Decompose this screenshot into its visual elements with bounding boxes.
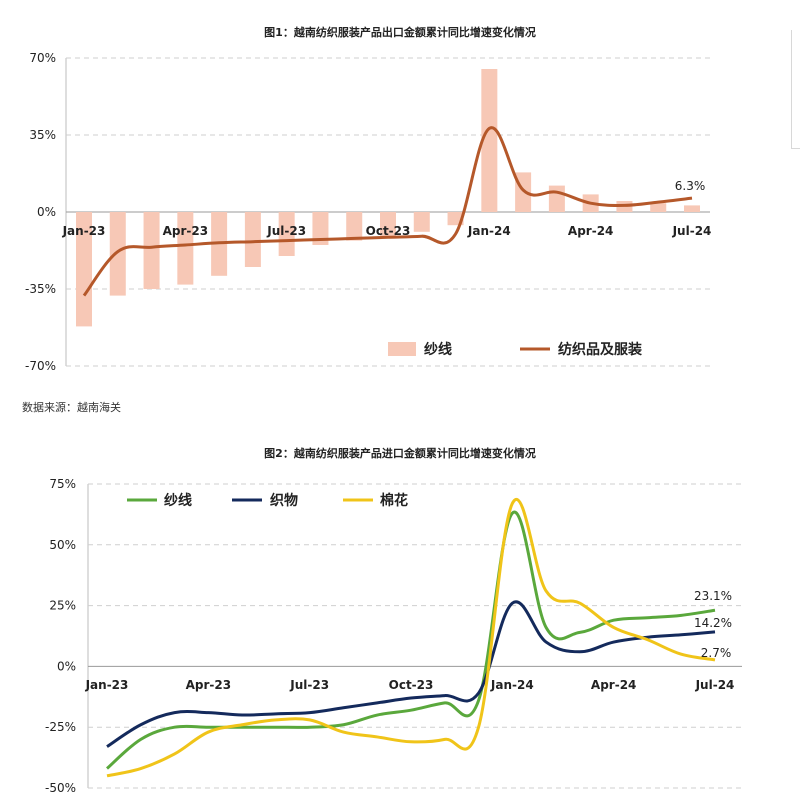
chart1-bar-yarn	[413, 212, 430, 232]
chart2-x-tick: Apr-23	[186, 678, 231, 692]
chart1-legend: 纱线 纺织品及服装	[388, 341, 643, 358]
chart2-y-tick: 25%	[49, 599, 76, 613]
chart1-bar-yarn	[481, 69, 498, 212]
chart1-y-tick: 0%	[37, 205, 56, 219]
chart1-bar-yarn	[177, 212, 194, 285]
source-note: 数据来源：越南海关	[22, 401, 121, 414]
chart1-x-tick: Jul-24	[672, 224, 712, 238]
chart1-bar-yarn	[244, 212, 261, 267]
chart2-x-tick: Apr-24	[591, 678, 636, 692]
chart2-y-tick: 50%	[49, 538, 76, 552]
chart2-annotation-yarn: 23.1%	[694, 589, 732, 603]
chart1-x-tick: Oct-23	[366, 224, 411, 238]
chart1-y-tick: -35%	[25, 282, 56, 296]
chart1-x-tick: Apr-24	[568, 224, 613, 238]
chart2-line-cotton	[106, 498, 716, 778]
chart2-x-tick: Jan-24	[490, 678, 534, 692]
chart1-bar-yarn	[109, 212, 126, 296]
chart1-annotation: 6.3%	[675, 179, 706, 193]
chart1-bar-yarn	[312, 212, 329, 245]
chart2-y-tick: -25%	[45, 720, 76, 734]
edge-frame	[791, 30, 800, 149]
chart2-legend: 纱线 织物 棉花	[127, 492, 408, 509]
chart2-y-tick: 75%	[49, 477, 76, 491]
chart1-y-tick: -70%	[25, 359, 56, 373]
chart2-annotation-fabric: 14.2%	[694, 616, 732, 630]
chart1-bar-yarn	[278, 212, 295, 256]
chart1-x-tick: Jan-24	[467, 224, 511, 238]
chart1-line-textile	[82, 126, 693, 297]
legend-cotton-label: 棉花	[380, 492, 408, 509]
chart1-x-tick: Jul-23	[266, 224, 306, 238]
chart1-bar-yarn	[684, 205, 700, 212]
legend-yarn-label: 纱线	[424, 341, 452, 358]
chart2-line-fabric	[106, 600, 716, 748]
chart2-x-tick: Jan-23	[85, 678, 129, 692]
chart1-bar-yarn	[76, 212, 92, 327]
chart1-bar-yarn	[346, 212, 363, 241]
chart1-x-tick: Jan-23	[62, 224, 106, 238]
legend-fabric-label: 织物	[270, 492, 298, 509]
chart1-y-tick: 35%	[29, 128, 56, 142]
export-chart: 图1：越南纺织服装产品出口金额累计同比增速变化情况 70% 35% 0% -35% -7…	[25, 25, 712, 373]
chart2-y-tick: -50%	[45, 781, 76, 795]
chart2-y-tick: 0%	[57, 659, 76, 673]
chart2-x-tick: Oct-23	[389, 678, 434, 692]
legend-yarn-swatch	[388, 342, 416, 356]
chart2-x-tick: Jul-23	[289, 678, 329, 692]
chart1-x-tick: Apr-23	[163, 224, 208, 238]
chart1-bar-yarn	[650, 203, 667, 212]
chart2-x-tick: Jul-24	[695, 678, 735, 692]
chart2-title: 图2：越南纺织服装产品进口金额累计同比增速变化情况	[264, 446, 536, 460]
chart1-title: 图1：越南纺织服装产品出口金额累计同比增速变化情况	[264, 25, 536, 39]
chart1-bar-yarn	[548, 185, 565, 212]
chart2-annotation-cotton: 2.7%	[701, 646, 732, 660]
chart1-y-tick: 70%	[29, 51, 56, 65]
chart1-bar-yarn	[380, 212, 396, 239]
chart2-line-yarn	[106, 510, 716, 770]
legend-textile-label: 纺织品及服装	[558, 341, 643, 358]
legend-yarn2-label: 纱线	[164, 492, 192, 509]
chart1-bar-yarn	[143, 212, 160, 289]
